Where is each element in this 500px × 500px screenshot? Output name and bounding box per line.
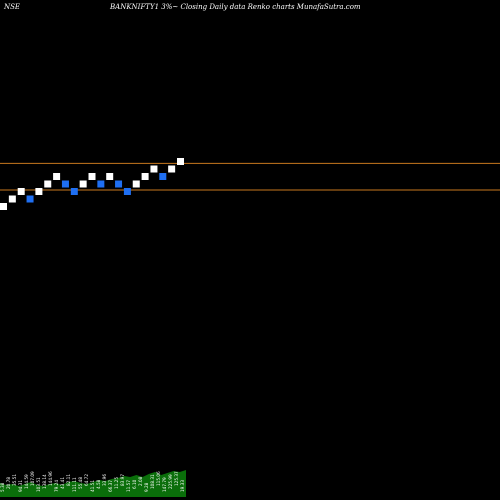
volume-label: 103.51 <box>36 477 41 492</box>
volume-label: 115.06 <box>156 471 161 486</box>
down-brick <box>97 180 105 188</box>
volume-label: 66.37 <box>108 480 113 492</box>
volume-area <box>0 470 186 497</box>
volume-label: 144.59 <box>24 474 29 489</box>
exchange-label: NSE <box>4 3 21 11</box>
volume-label: 2.08 <box>138 476 143 486</box>
volume-label: 35.51 <box>12 474 17 486</box>
volume-label: 19.33 <box>180 480 185 492</box>
up-brick <box>168 165 176 173</box>
up-brick <box>177 158 184 165</box>
down-brick <box>61 180 69 188</box>
volume-labels: 5.38 20.78 35.51 94.31 144.59 107.09 103.51 138… <box>0 471 185 492</box>
up-brick <box>35 188 43 195</box>
up-brick <box>132 180 140 188</box>
volume-label: 107.09 <box>30 471 35 486</box>
down-brick <box>123 188 131 195</box>
volume-label: 33.96 <box>102 474 107 486</box>
volume-panel <box>0 470 186 497</box>
volume-label: 125.37 <box>174 471 179 486</box>
volume-label: 94.31 <box>18 480 23 492</box>
volume-label: 5.38 <box>0 482 5 492</box>
volume-label: 55.48 <box>78 477 83 489</box>
volume-label: 4.58 <box>96 479 101 489</box>
up-brick <box>106 173 114 180</box>
volume-label: 225.99 <box>168 474 173 489</box>
down-brick <box>26 195 34 203</box>
volume-label: 83.97 <box>120 474 125 486</box>
volume-label: 138.14 <box>42 474 47 489</box>
volume-label: 6.10 <box>132 479 137 489</box>
volume-label: 64.72 <box>84 474 89 486</box>
volume-label: 11.25 <box>114 477 119 489</box>
chart-title: BANKNIFTY1 3%~ Closing Daily data Renko … <box>110 3 361 11</box>
down-brick <box>115 180 123 188</box>
volume-label: 41.51 <box>90 480 95 492</box>
renko-bricks <box>0 158 184 210</box>
volume-label: 11.57 <box>126 480 131 492</box>
volume-label: 79.24 <box>54 480 59 492</box>
volume-label: 43.41 <box>60 477 65 489</box>
up-brick <box>79 180 87 188</box>
up-brick <box>17 188 25 195</box>
level-lines <box>0 162 500 191</box>
volume-label: 108.31 <box>150 474 155 489</box>
up-brick <box>141 173 149 180</box>
volume-label: 144.96 <box>48 471 53 486</box>
up-brick <box>8 195 16 203</box>
up-brick <box>44 180 52 188</box>
volume-label: 20.78 <box>6 477 11 489</box>
up-brick <box>150 165 158 173</box>
volume-label: 111.11 <box>72 477 77 492</box>
up-brick <box>88 173 96 180</box>
down-brick <box>70 188 78 195</box>
volume-label: 9.28 <box>144 482 149 492</box>
volume-label: 147.79 <box>162 477 167 492</box>
down-brick <box>159 173 167 180</box>
up-brick <box>53 173 61 180</box>
up-brick <box>0 203 7 210</box>
volume-label: 82.11 <box>66 474 71 486</box>
